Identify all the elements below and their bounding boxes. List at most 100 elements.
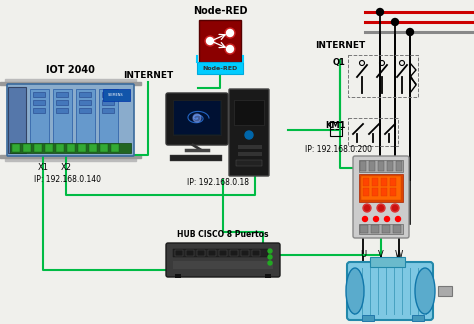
Text: X1: X1 [37, 163, 48, 172]
Bar [76, 89, 95, 145]
Bar [56, 92, 68, 97]
Bar [5, 79, 136, 84]
Bar [330, 122, 342, 136]
Circle shape [268, 261, 272, 265]
Bar [10, 143, 131, 153]
Text: Node-RED: Node-RED [202, 65, 237, 71]
Bar [370, 257, 405, 267]
Bar [363, 188, 369, 196]
Circle shape [205, 36, 215, 46]
Text: HUB CISCO 8 Puertos: HUB CISCO 8 Puertos [177, 230, 269, 239]
Text: V: V [378, 250, 384, 259]
Bar [56, 144, 64, 152]
Bar [348, 55, 418, 97]
FancyBboxPatch shape [347, 262, 433, 320]
Text: KM1: KM1 [326, 122, 346, 131]
Bar [387, 161, 393, 171]
Bar [30, 89, 49, 145]
Circle shape [245, 131, 253, 139]
Bar [412, 315, 424, 321]
Bar [252, 250, 260, 256]
Circle shape [225, 28, 235, 38]
Bar [102, 100, 114, 105]
Bar [359, 224, 403, 234]
Bar [199, 20, 241, 62]
Circle shape [268, 249, 272, 253]
Bar [67, 144, 75, 152]
Bar [102, 92, 114, 97]
Circle shape [363, 216, 367, 222]
Bar [33, 100, 45, 105]
Bar [5, 156, 136, 161]
Bar [33, 108, 45, 113]
Bar [100, 144, 108, 152]
Bar [438, 286, 452, 296]
Text: IOT 2040: IOT 2040 [46, 65, 95, 75]
Text: SIEMENS: SIEMENS [108, 93, 124, 97]
Bar [174, 101, 220, 134]
FancyBboxPatch shape [229, 89, 269, 176]
Bar [12, 144, 20, 152]
Bar [45, 144, 53, 152]
Bar [390, 188, 396, 196]
Circle shape [193, 114, 201, 122]
Bar [175, 274, 181, 278]
Circle shape [268, 255, 272, 259]
FancyBboxPatch shape [166, 243, 280, 277]
Text: W: W [395, 250, 403, 259]
Circle shape [377, 204, 385, 212]
Bar [79, 100, 91, 105]
Bar [197, 62, 243, 74]
Bar [208, 250, 216, 256]
Bar [265, 274, 271, 278]
Circle shape [374, 216, 379, 222]
Circle shape [365, 205, 370, 211]
Bar [359, 160, 403, 172]
Bar [371, 225, 379, 233]
Circle shape [384, 216, 390, 222]
Bar [111, 144, 119, 152]
Bar [0, 155, 141, 158]
Ellipse shape [346, 268, 364, 314]
Bar [360, 161, 366, 171]
Bar [99, 89, 118, 145]
Circle shape [376, 8, 383, 16]
Circle shape [392, 205, 398, 211]
Bar [23, 144, 31, 152]
Bar [103, 89, 130, 101]
Bar [33, 92, 45, 97]
Text: IP: 192.168.0.140: IP: 192.168.0.140 [35, 175, 101, 184]
Bar [173, 100, 221, 135]
Circle shape [379, 205, 383, 211]
Text: Node-RED: Node-RED [193, 6, 247, 16]
Text: U: U [360, 250, 366, 259]
Ellipse shape [415, 268, 435, 314]
Circle shape [225, 44, 235, 54]
Bar [78, 144, 86, 152]
Bar [348, 118, 398, 146]
Bar [381, 188, 387, 196]
Bar [56, 100, 68, 105]
Bar [234, 100, 264, 125]
Bar [219, 250, 227, 256]
Bar [89, 144, 97, 152]
Bar [230, 250, 238, 256]
Bar [381, 178, 387, 186]
Bar [390, 178, 396, 186]
Text: IP: 192.168.0.18: IP: 192.168.0.18 [187, 178, 249, 187]
Bar [173, 261, 273, 269]
Bar [372, 178, 378, 186]
Bar [56, 108, 68, 113]
Text: INTERNET: INTERNET [315, 40, 365, 50]
Bar [79, 92, 91, 97]
Bar [8, 87, 26, 153]
FancyBboxPatch shape [7, 84, 134, 156]
Bar [396, 161, 402, 171]
Bar [53, 89, 72, 145]
Bar [197, 250, 205, 256]
Bar [378, 161, 384, 171]
Circle shape [363, 204, 371, 212]
FancyBboxPatch shape [166, 93, 228, 145]
Circle shape [227, 45, 234, 52]
Circle shape [407, 29, 413, 36]
